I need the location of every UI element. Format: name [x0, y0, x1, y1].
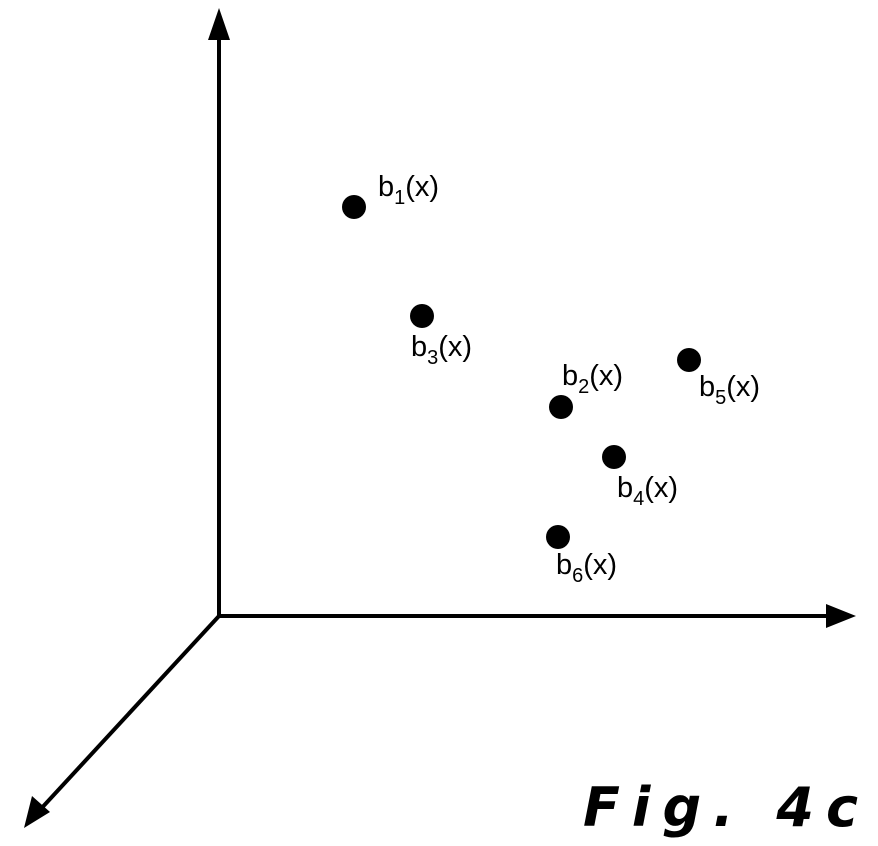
point-b5-label: b5(x) [699, 371, 760, 409]
point-b6-dot [546, 525, 570, 549]
point-b3-label: b3(x) [411, 331, 472, 369]
point-b5-dot [677, 348, 701, 372]
point-b2: b2(x) [549, 360, 623, 419]
point-b6: b6(x) [546, 525, 617, 587]
vertical-axis-arrowhead [208, 8, 230, 40]
depth-axis-arrowhead [24, 796, 50, 828]
point-b6-label: b6(x) [556, 549, 617, 587]
point-b3-dot [410, 304, 434, 328]
depth-axis [36, 614, 221, 814]
point-b1-dot [342, 195, 366, 219]
point-b2-dot [549, 395, 573, 419]
point-b1-label: b1(x) [378, 171, 439, 209]
figure-caption: Fig. 4c [583, 776, 870, 839]
point-b3: b3(x) [410, 304, 472, 369]
point-b1: b1(x) [342, 171, 439, 219]
point-b5: b5(x) [677, 348, 760, 409]
point-b4-label: b4(x) [617, 472, 678, 510]
horizontal-axis-arrowhead [826, 604, 856, 628]
point-b4: b4(x) [602, 445, 678, 510]
point-b2-label: b2(x) [562, 360, 623, 398]
point-b4-dot [602, 445, 626, 469]
